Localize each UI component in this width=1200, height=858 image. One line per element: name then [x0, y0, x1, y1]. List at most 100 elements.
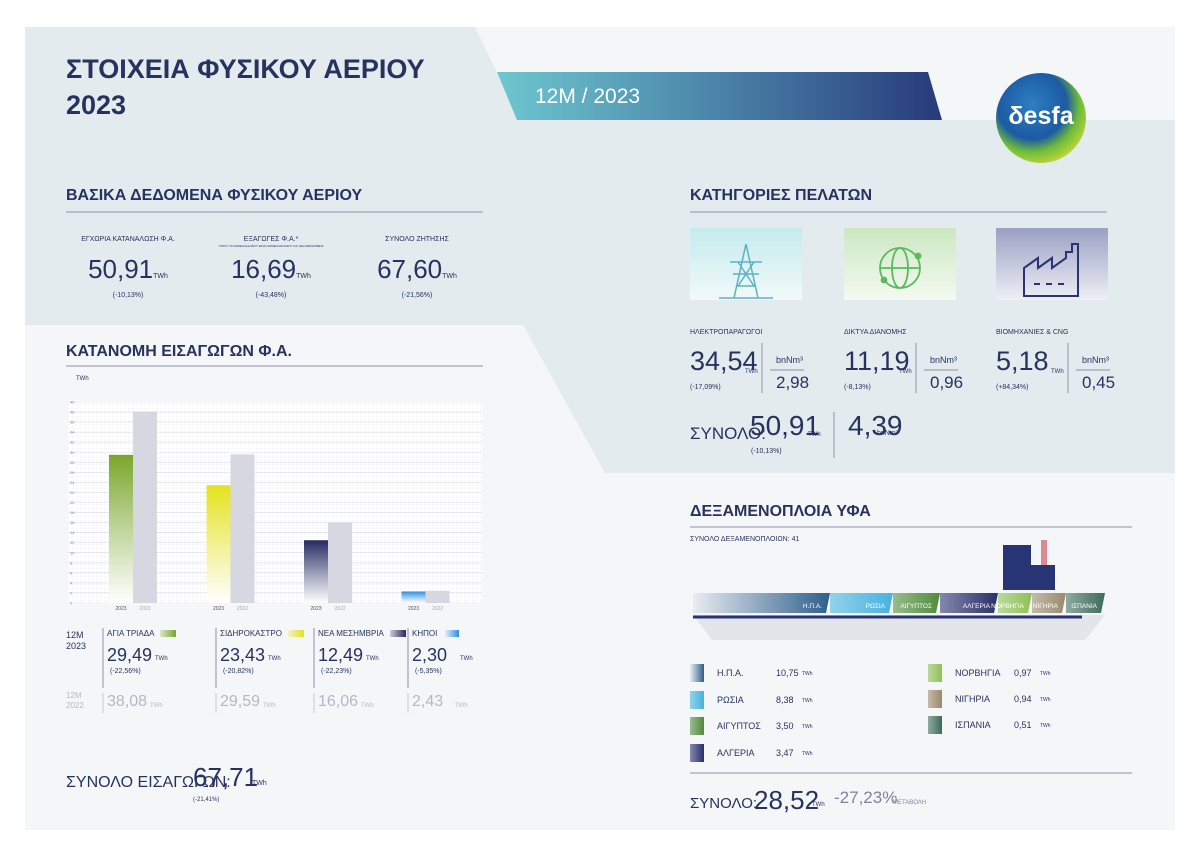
label: ΜΕΤΑΒΟΛΗ	[893, 800, 927, 806]
title: 2023	[66, 90, 127, 120]
y-tick-label: 34	[70, 430, 75, 435]
swatch	[690, 744, 704, 762]
unit: TWh	[1051, 369, 1064, 375]
ship-segment	[1032, 593, 1066, 613]
unit: TWh	[150, 703, 163, 709]
y-tick-label: 24	[70, 480, 75, 485]
value-row: 16,69TWh	[231, 256, 311, 282]
unit: TWh	[442, 273, 457, 280]
value: 0,51	[1014, 720, 1032, 730]
category: ΣΙΔΗΡΟΚΑΣΤΡΟ	[220, 630, 304, 638]
label: ΒΙΟΜΗΧΑΝΙΕΣ & CNG	[996, 329, 1069, 336]
value-label: 38,08	[107, 693, 148, 710]
ship-label: ΑΛΓΕΡΙΑ	[963, 603, 991, 610]
change: (-22,23%)	[321, 668, 352, 675]
label: ΗΛΕΚΤΡΟΠΑΡΑΓΩΓΟΙ	[690, 329, 763, 336]
icon-box	[690, 228, 802, 300]
y-tick-label: 8	[70, 560, 73, 565]
value-row: 50,91TWh	[88, 256, 168, 282]
period: 12M / 2023	[535, 85, 641, 108]
origin: ΑΙΓΥΠΤΟΣ	[717, 721, 761, 731]
x-tick-label: 2023	[310, 606, 321, 612]
value-label: 2,43	[412, 693, 444, 710]
ship-label: ΝΙΓΗΡΙΑ	[1033, 603, 1059, 610]
swatch	[287, 630, 304, 638]
y-tick-label: 28	[70, 460, 75, 465]
y-tick-label: 6	[70, 570, 73, 575]
change: (-17,09%)	[690, 384, 721, 391]
y-tick-label: 22	[70, 490, 75, 495]
value-label: 2,30	[412, 645, 448, 665]
y-tick-label: 30	[70, 450, 75, 455]
ship-label: ΙΣΠΑΝΙΑ	[1071, 603, 1097, 610]
swatch	[928, 716, 942, 734]
logo	[996, 73, 1086, 163]
unit: TWh	[802, 671, 813, 677]
unit: TWh	[296, 273, 311, 280]
unit: TWh	[252, 780, 267, 787]
unit: TWh	[1040, 671, 1051, 677]
unit: TWh	[812, 802, 825, 808]
category: ΑΓΙΑ ΤΡΙΑΔΑ	[107, 630, 177, 638]
unit: TWh	[1040, 723, 1051, 729]
change: (-10,13%)	[751, 448, 782, 455]
x-tick-label: 2022	[237, 606, 248, 612]
unit: bnNm³	[776, 355, 804, 365]
y-tick-label: 16	[70, 520, 75, 525]
unit: TWh	[745, 369, 758, 375]
volume: 0,96	[930, 373, 964, 392]
value: 3,47	[776, 748, 794, 758]
value: 3,50	[776, 721, 794, 731]
origin: ΡΩΣΙΑ	[717, 695, 744, 705]
y-tick-label: 36	[70, 420, 75, 425]
change: (-8,13%)	[844, 384, 871, 391]
swatch	[928, 690, 942, 708]
x-tick-label: 2022	[432, 606, 443, 612]
unit: bnNm³	[930, 355, 958, 365]
pylon-icon	[719, 243, 773, 299]
unit: TWh	[366, 656, 379, 662]
ship-segment	[693, 593, 830, 613]
label: ΕΞΑΓΩΓΕΣ Φ.Α.*	[243, 236, 299, 243]
bar	[133, 411, 157, 603]
ship-hull	[693, 615, 1105, 640]
unit: TWh	[802, 751, 813, 757]
unit: TWh	[460, 656, 473, 662]
ship-segment	[830, 593, 893, 613]
y-tick-label: 12	[70, 540, 75, 545]
section-title: ΒΑΣΙΚΑ ΔΕΔΟΜΕΝΑ ΦΥΣΙΚΟΥ ΑΕΡΙΟΥ	[66, 187, 363, 204]
value-label: 16,06	[318, 693, 359, 710]
value-label: 12,49	[318, 645, 364, 665]
origin: ΙΣΠΑΝΙΑ	[955, 720, 991, 730]
value: 34,54	[690, 346, 758, 376]
value: 67,60	[377, 254, 443, 284]
change: -27,23%	[834, 788, 898, 807]
y-tick-label: 20	[70, 500, 75, 505]
origin: ΝΟΡΒΗΓΙΑ	[955, 668, 1001, 678]
value-label: 29,59	[220, 693, 261, 710]
period: 12M	[66, 630, 84, 640]
section-title: ΔΕΞΑΜΕΝΟΠΛΟΙΑ ΥΦΑ	[690, 503, 871, 520]
unit: TWh	[268, 656, 281, 662]
y-tick-label: 14	[70, 530, 75, 535]
category: ΝΕΑ ΜΕΣΗΜΒΡΙΑ	[318, 630, 406, 638]
unit: TWh	[899, 369, 912, 375]
value: 8,38	[776, 695, 794, 705]
value: 0,94	[1014, 694, 1032, 704]
period-strip	[497, 72, 942, 120]
swatch	[690, 664, 704, 682]
unit: TWh	[455, 703, 468, 709]
change: (-22,56%)	[110, 668, 141, 675]
bar	[401, 591, 426, 603]
period: 12M	[66, 691, 82, 700]
swatch	[389, 630, 406, 638]
chimney	[1041, 540, 1047, 565]
volume: 0,45	[1082, 373, 1116, 392]
unit: TWh	[1040, 697, 1051, 703]
label: ΕΓΧΩΡΙΑ ΚΑΤΑΝΑΛΩΣΗ Φ.Α.	[81, 236, 175, 243]
change: (-21,56%)	[401, 292, 433, 299]
x-tick-label: 2022	[139, 606, 150, 612]
ship-segment	[940, 593, 998, 613]
swatch	[443, 630, 460, 638]
ship-label: Η.Π.Α.	[803, 603, 822, 610]
